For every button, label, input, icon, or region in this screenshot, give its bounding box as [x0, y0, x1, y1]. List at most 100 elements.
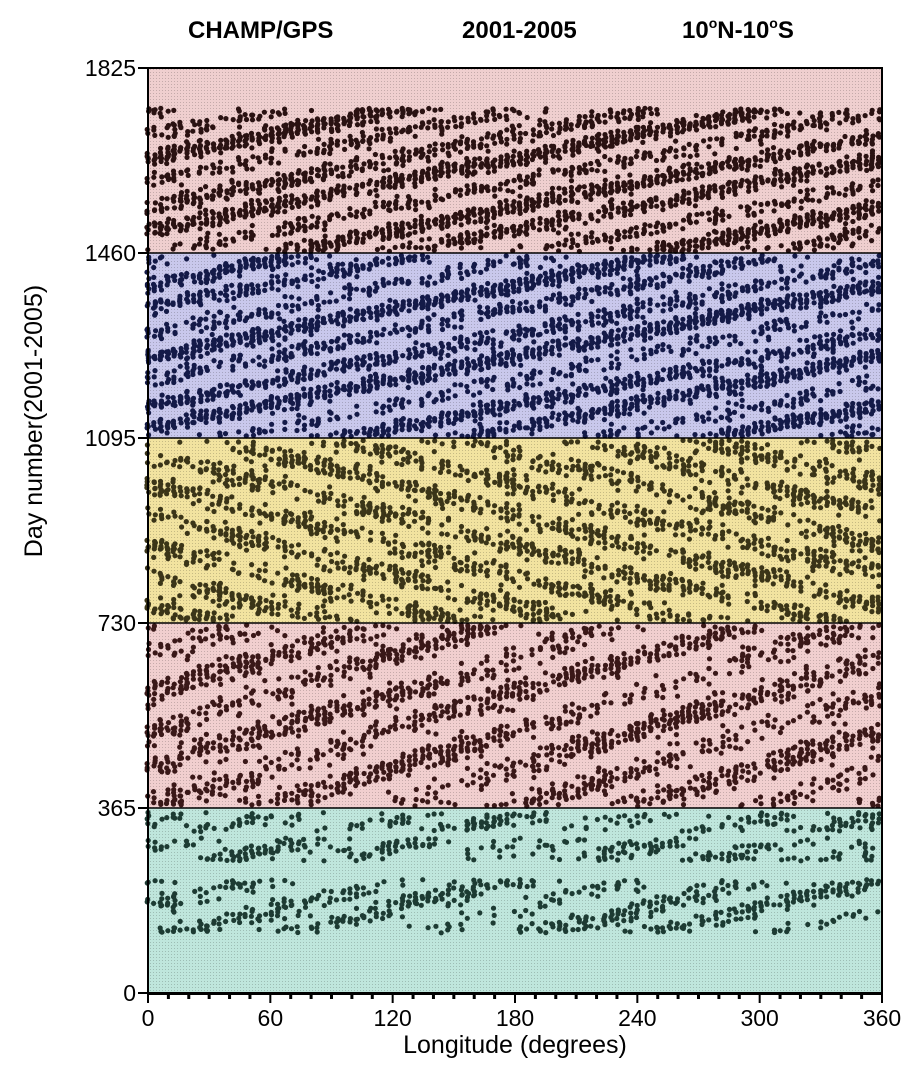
- point: [464, 440, 470, 446]
- point: [765, 758, 771, 764]
- point: [745, 769, 752, 775]
- point: [752, 727, 758, 733]
- point: [425, 799, 431, 805]
- point: [347, 886, 353, 892]
- point: [158, 721, 164, 727]
- point: [458, 495, 464, 501]
- point: [243, 904, 249, 911]
- point: [575, 458, 582, 464]
- point: [668, 717, 674, 723]
- point: [257, 913, 263, 919]
- point: [398, 576, 405, 583]
- point: [333, 628, 339, 634]
- point: [529, 911, 535, 917]
- point: [490, 541, 496, 547]
- point: [569, 591, 575, 597]
- point: [719, 856, 725, 862]
- point: [301, 615, 307, 622]
- point: [849, 823, 855, 830]
- point: [759, 677, 765, 683]
- point: [681, 651, 687, 657]
- point: [531, 810, 537, 816]
- point: [563, 473, 569, 479]
- point: [484, 802, 490, 808]
- point: [555, 802, 562, 808]
- point: [485, 705, 491, 711]
- point: [203, 759, 209, 765]
- point: [354, 823, 360, 829]
- point: [400, 812, 406, 818]
- point: [177, 554, 183, 560]
- point: [855, 886, 861, 892]
- point: [472, 613, 478, 619]
- point: [844, 743, 850, 749]
- point: [308, 703, 314, 709]
- point: [830, 784, 837, 791]
- point: [400, 642, 406, 648]
- point: [216, 702, 222, 709]
- point: [582, 535, 588, 541]
- point: [622, 770, 628, 777]
- point: [563, 887, 569, 894]
- point: [751, 695, 757, 701]
- point: [432, 558, 438, 564]
- point: [720, 723, 726, 729]
- point: [242, 694, 249, 700]
- point: [779, 810, 785, 816]
- point: [231, 785, 237, 791]
- point: [211, 885, 217, 891]
- point: [294, 482, 300, 489]
- point: [204, 781, 210, 787]
- point: [504, 756, 510, 762]
- point: [159, 890, 165, 897]
- point: [347, 659, 353, 665]
- point: [850, 669, 856, 675]
- point: [634, 902, 640, 909]
- point: [609, 466, 615, 472]
- point: [529, 465, 535, 471]
- point: [373, 485, 379, 491]
- point: [387, 772, 393, 778]
- point: [270, 592, 276, 598]
- point: [700, 642, 706, 648]
- point: [609, 502, 615, 508]
- point: [314, 645, 320, 651]
- point: [653, 673, 659, 679]
- point: [511, 798, 517, 804]
- point: [778, 798, 784, 805]
- point: [679, 709, 685, 715]
- point: [248, 459, 254, 465]
- point: [433, 895, 439, 901]
- point: [836, 729, 842, 735]
- point: [504, 539, 510, 545]
- point: [667, 712, 673, 718]
- point: [824, 835, 831, 841]
- point: [257, 520, 263, 526]
- point: [198, 628, 204, 634]
- point: [177, 593, 183, 599]
- point: [354, 656, 360, 662]
- point: [491, 803, 497, 809]
- point: [537, 801, 543, 808]
- point: [158, 453, 164, 459]
- point: [314, 721, 320, 727]
- point: [152, 650, 158, 656]
- point: [836, 828, 843, 834]
- point: [530, 680, 536, 687]
- point: [674, 764, 680, 771]
- point: [413, 584, 419, 591]
- point: [753, 798, 759, 804]
- point: [249, 562, 255, 568]
- point: [517, 727, 523, 733]
- point: [217, 695, 223, 701]
- point: [855, 635, 862, 641]
- point: [151, 479, 157, 485]
- point: [484, 567, 491, 574]
- point: [510, 452, 516, 459]
- point: [431, 449, 437, 455]
- point: [856, 810, 862, 816]
- point: [615, 922, 621, 928]
- point: [478, 470, 484, 476]
- point: [700, 743, 706, 749]
- point: [426, 486, 432, 492]
